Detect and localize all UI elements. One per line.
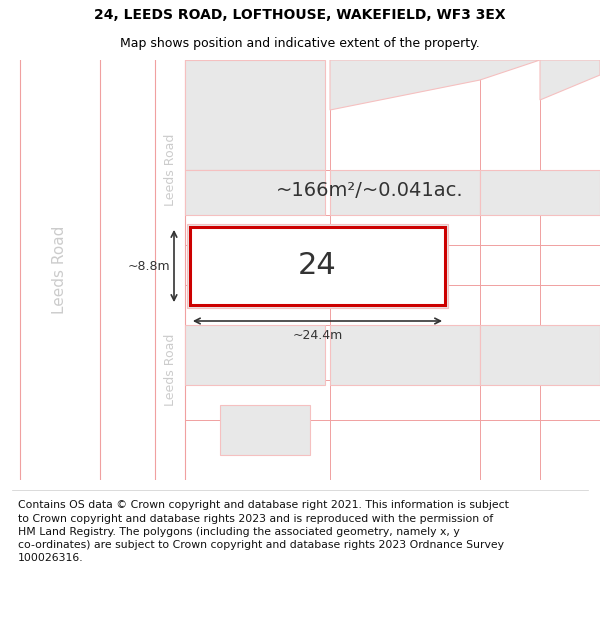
Polygon shape xyxy=(330,60,540,110)
Bar xyxy=(480,170,600,215)
Text: 24, LEEDS ROAD, LOFTHOUSE, WAKEFIELD, WF3 3EX: 24, LEEDS ROAD, LOFTHOUSE, WAKEFIELD, WF… xyxy=(94,8,506,22)
Bar xyxy=(185,60,325,170)
Bar xyxy=(190,227,445,305)
Bar xyxy=(330,325,480,385)
Bar xyxy=(330,170,480,215)
Bar xyxy=(480,325,600,385)
Bar xyxy=(187,224,448,308)
Bar xyxy=(220,405,310,455)
Bar xyxy=(185,325,325,385)
Text: Leeds Road: Leeds Road xyxy=(163,134,176,206)
Polygon shape xyxy=(540,60,600,100)
Text: ~8.8m: ~8.8m xyxy=(127,259,170,272)
Text: ~24.4m: ~24.4m xyxy=(292,329,343,342)
Text: Leeds Road: Leeds Road xyxy=(163,334,176,406)
Bar xyxy=(185,170,325,215)
Text: ~166m²/~0.041ac.: ~166m²/~0.041ac. xyxy=(276,181,464,199)
Text: Leeds Road: Leeds Road xyxy=(53,226,67,314)
Text: 24: 24 xyxy=(298,251,337,281)
Text: Contains OS data © Crown copyright and database right 2021. This information is : Contains OS data © Crown copyright and d… xyxy=(18,500,509,563)
Text: Map shows position and indicative extent of the property.: Map shows position and indicative extent… xyxy=(120,37,480,50)
